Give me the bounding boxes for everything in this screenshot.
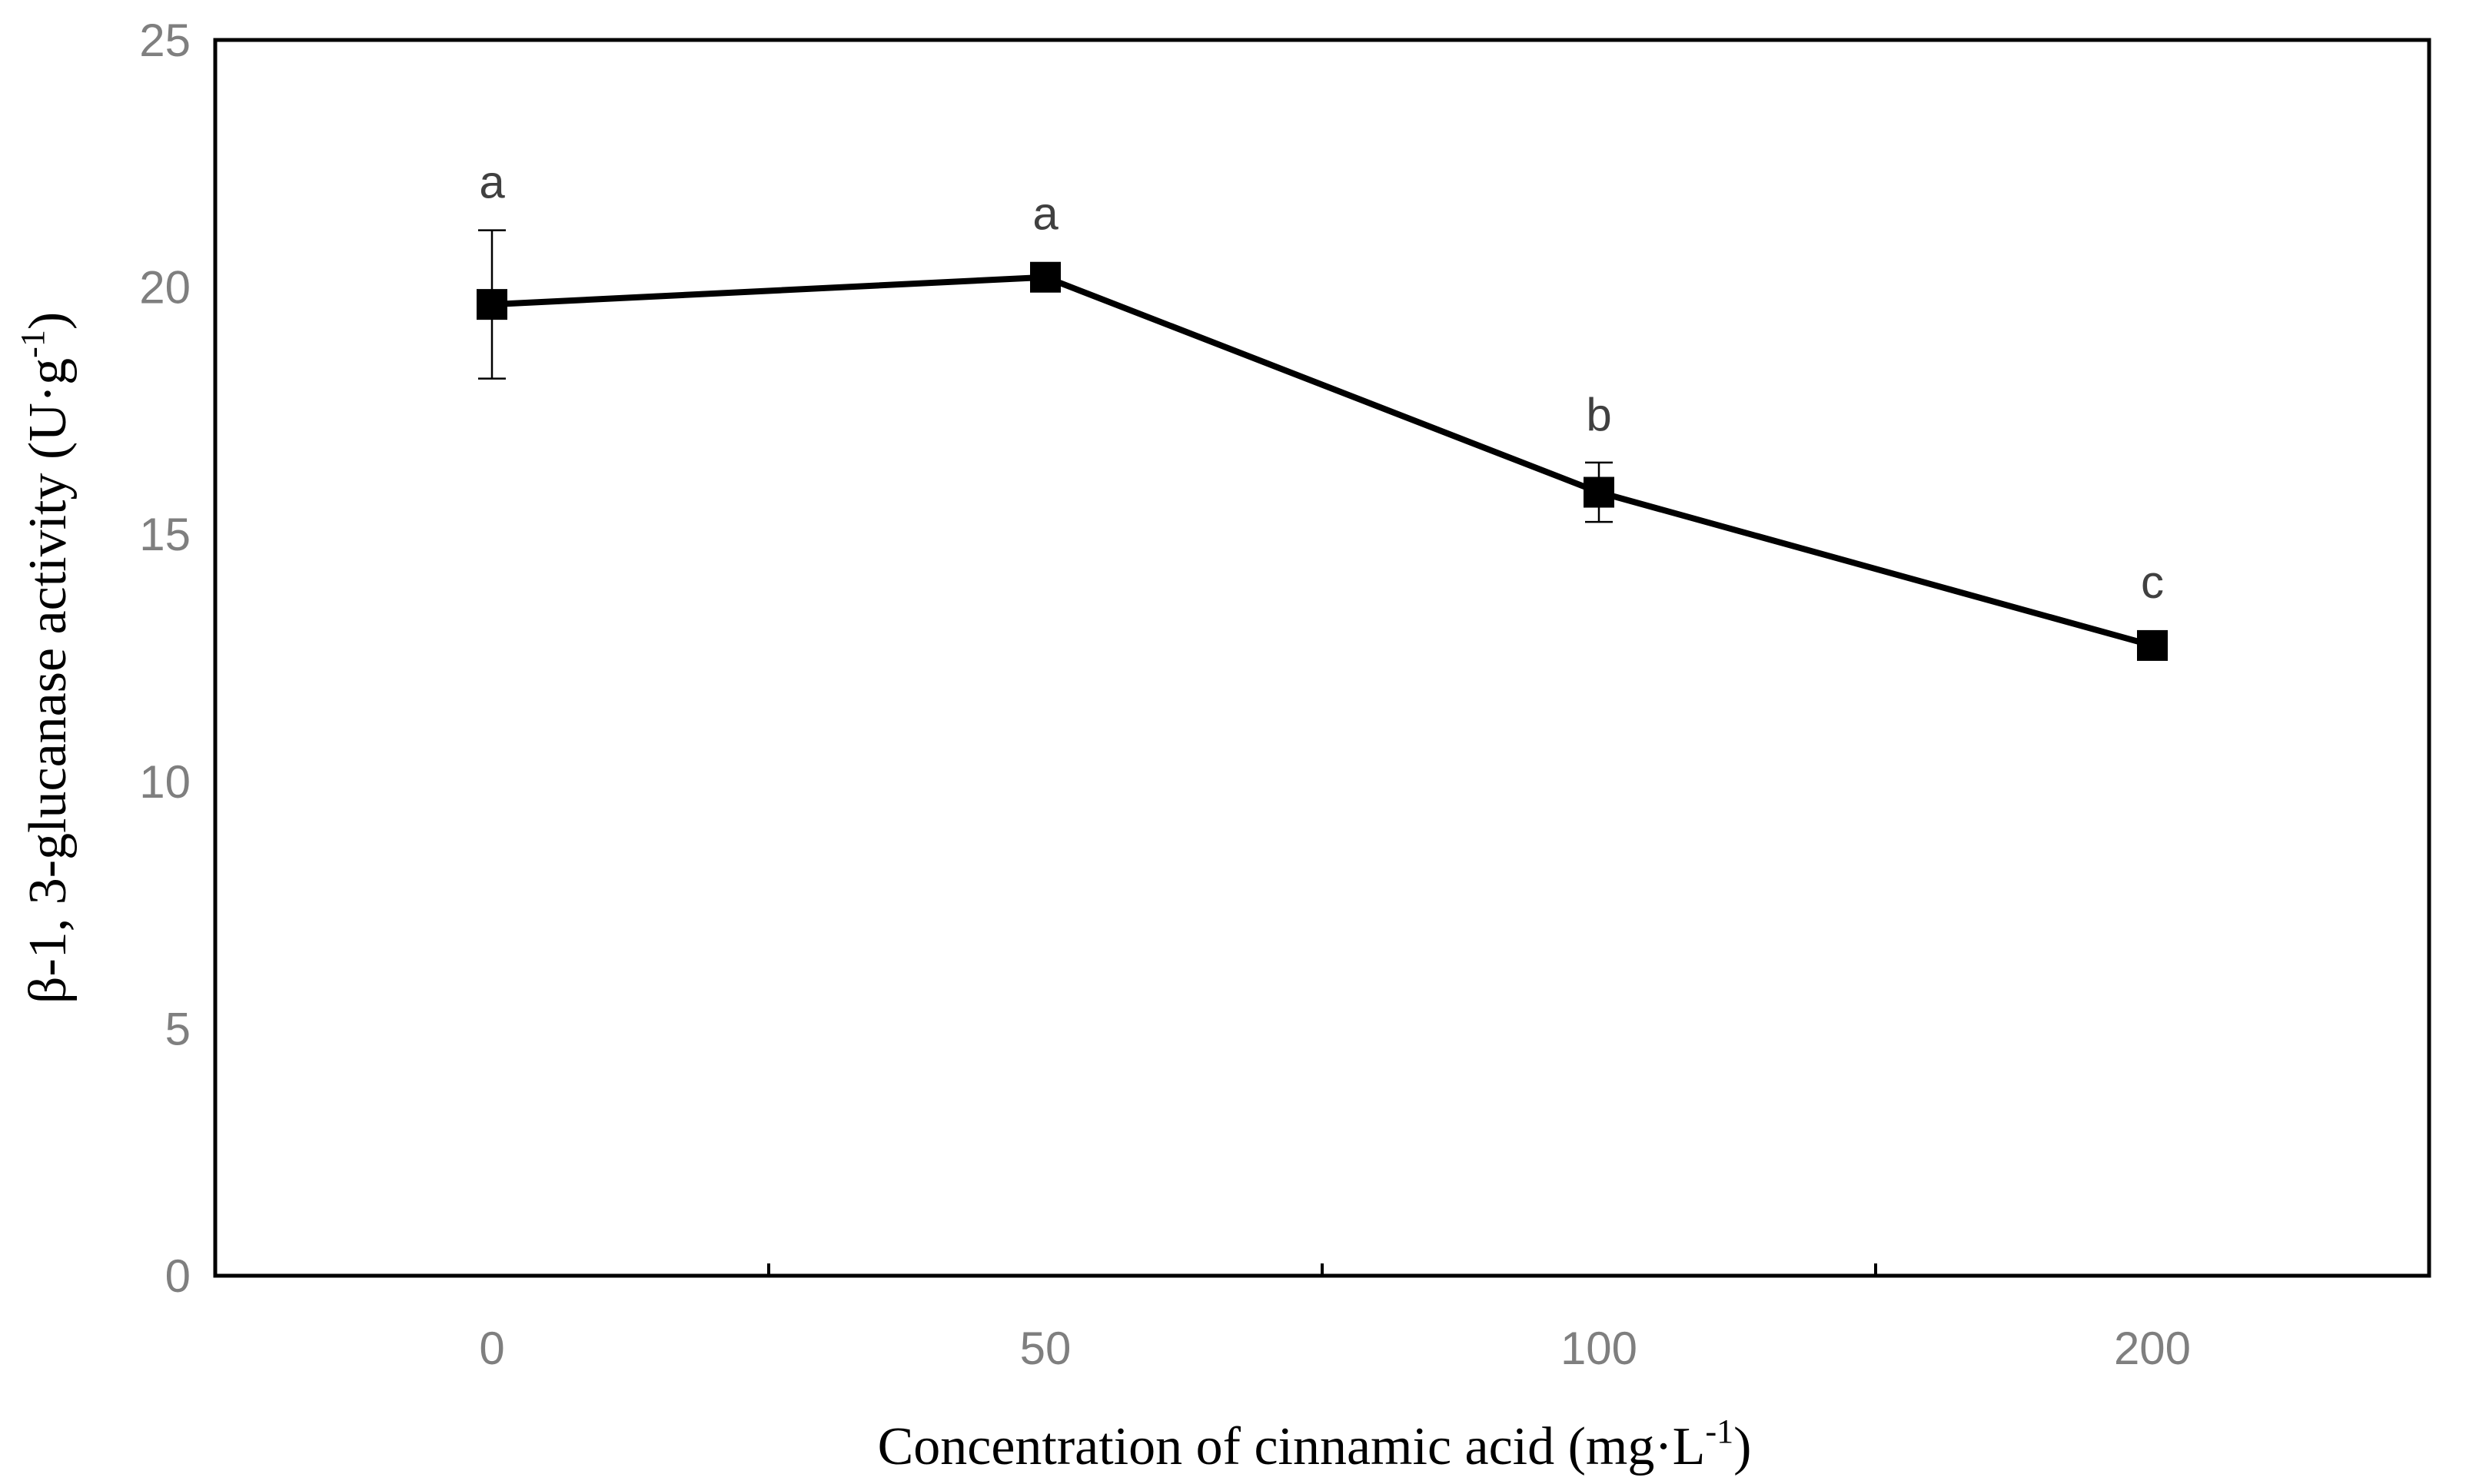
series-layer: a a b c bbox=[477, 157, 2168, 661]
plot-area bbox=[213, 38, 2431, 1278]
y-tick-label: 15 bbox=[139, 509, 191, 560]
y-tick-label: 0 bbox=[165, 1250, 191, 1302]
data-point-marker bbox=[477, 289, 507, 320]
significance-label: a bbox=[479, 157, 505, 208]
x-tick-label: 0 bbox=[479, 1323, 504, 1374]
x-tick-label: 100 bbox=[1560, 1323, 1637, 1374]
x-axis-title-superscript: -1 bbox=[1705, 1413, 1733, 1450]
y-tick-label: 20 bbox=[139, 262, 191, 314]
data-point-marker bbox=[1584, 476, 1614, 508]
series-line bbox=[491, 274, 2154, 649]
significance-label: b bbox=[1586, 389, 1611, 440]
significance-label: c bbox=[2141, 556, 2164, 608]
y-tick-label: 10 bbox=[139, 756, 191, 808]
y-tick-label: 5 bbox=[165, 1003, 191, 1054]
significance-label: a bbox=[1032, 188, 1059, 240]
data-point-marker bbox=[1030, 261, 1061, 293]
y-axis-title: β-1, 3-glucanase activity (U·g-1) bbox=[14, 312, 78, 1004]
y-tick-label: 25 bbox=[139, 15, 191, 66]
y-axis-title-superscript: -1 bbox=[14, 330, 52, 358]
y-axis: 0 5 10 15 20 25 bbox=[139, 15, 191, 1302]
data-point-marker bbox=[2137, 629, 2168, 661]
x-axis: 0 50 100 200 bbox=[479, 1263, 2191, 1374]
x-axis-title: Concentration of cinnamic acid (mg·L-1) bbox=[878, 1413, 1752, 1476]
x-tick-label: 50 bbox=[1020, 1323, 1072, 1374]
x-tick-label: 200 bbox=[2114, 1323, 2191, 1374]
